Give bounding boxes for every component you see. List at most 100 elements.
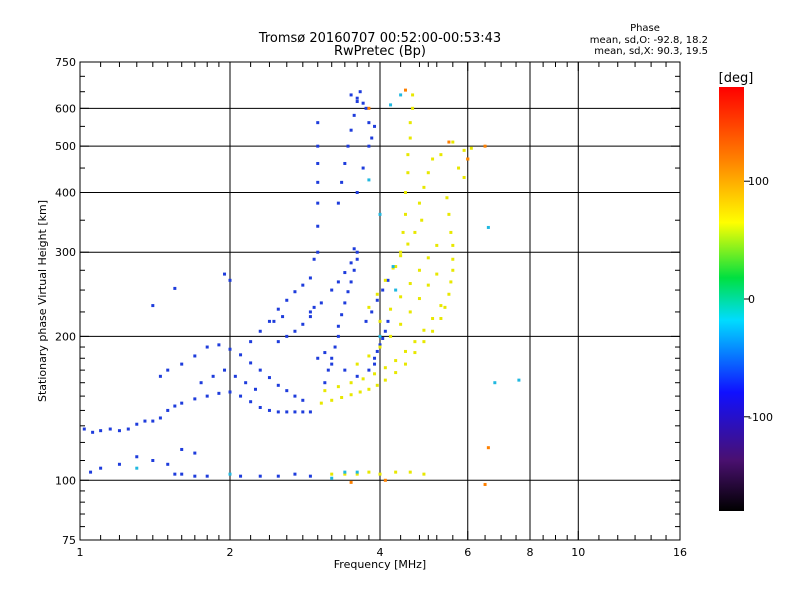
data-point	[301, 283, 305, 287]
data-point	[364, 106, 368, 110]
data-point	[349, 280, 353, 284]
data-point	[285, 298, 289, 302]
data-point	[355, 362, 359, 366]
data-point	[276, 307, 280, 311]
data-point	[451, 243, 455, 247]
data-point	[293, 394, 297, 398]
data-point	[316, 161, 320, 165]
y-tick-label: 300	[55, 246, 76, 259]
data-point	[435, 243, 439, 247]
data-point	[483, 144, 487, 148]
data-point	[361, 101, 365, 105]
data-point	[276, 474, 280, 478]
data-point	[399, 250, 403, 254]
data-point	[301, 410, 305, 414]
data-point	[217, 391, 221, 395]
data-point	[316, 201, 320, 205]
data-point	[135, 466, 139, 470]
data-point	[293, 410, 297, 414]
data-point	[451, 140, 455, 144]
data-point	[367, 121, 371, 125]
x-tick-label: 10	[571, 546, 585, 559]
data-point	[408, 282, 412, 286]
data-point	[361, 166, 365, 170]
data-point	[346, 290, 350, 294]
data-point	[383, 366, 387, 370]
colorbar-label: [deg]	[719, 71, 754, 86]
data-point	[151, 304, 155, 308]
data-point	[316, 356, 320, 360]
data-point	[399, 295, 403, 299]
data-point	[316, 180, 320, 184]
data-point	[308, 310, 312, 314]
data-point	[445, 196, 449, 200]
data-point	[403, 362, 407, 366]
data-point	[285, 334, 289, 338]
data-point	[253, 387, 257, 391]
data-point	[319, 401, 323, 405]
data-point	[378, 343, 382, 347]
data-point	[422, 472, 426, 476]
data-point	[166, 368, 170, 372]
data-point	[193, 397, 197, 401]
data-point	[349, 393, 353, 397]
data-point	[308, 315, 312, 319]
data-point	[330, 476, 334, 480]
data-point	[447, 292, 451, 296]
data-point	[386, 319, 390, 323]
data-point	[239, 394, 243, 398]
data-point	[378, 319, 382, 323]
data-point	[439, 316, 443, 320]
data-point	[211, 374, 215, 378]
data-point	[389, 307, 393, 311]
data-point	[361, 377, 365, 381]
data-point	[108, 427, 112, 431]
data-point	[285, 389, 289, 393]
data-point	[223, 272, 227, 276]
x-tick-labels: 1 2 4 6 8 10 16	[77, 546, 688, 559]
data-point	[355, 374, 359, 378]
data-point	[193, 354, 197, 358]
data-point	[383, 278, 387, 282]
y-tick-label: 400	[55, 186, 76, 199]
data-point	[343, 368, 347, 372]
data-point	[151, 419, 155, 423]
data-point	[340, 180, 344, 184]
data-point	[258, 474, 262, 478]
data-point	[330, 356, 334, 360]
data-point	[82, 427, 86, 431]
data-point	[466, 157, 470, 161]
data-point	[408, 470, 412, 474]
data-point	[439, 153, 443, 157]
data-point	[469, 146, 473, 150]
data-point	[99, 466, 103, 470]
data-point	[373, 372, 377, 376]
data-point	[408, 121, 412, 125]
data-point	[367, 178, 371, 182]
phase-header: Phase	[630, 23, 660, 34]
data-point	[258, 405, 262, 409]
colorbar	[719, 87, 744, 511]
data-point	[239, 474, 243, 478]
data-point	[89, 470, 93, 474]
data-point	[417, 297, 421, 301]
data-point	[336, 334, 340, 338]
data-point	[293, 290, 297, 294]
data-point	[367, 144, 371, 148]
data-point	[358, 390, 362, 394]
data-point	[406, 153, 410, 157]
data-point	[383, 329, 387, 333]
data-point	[199, 381, 203, 385]
data-point	[281, 315, 285, 319]
data-point	[346, 144, 350, 148]
data-point	[330, 288, 334, 292]
data-point	[370, 136, 374, 140]
data-point	[323, 381, 327, 385]
data-point	[316, 250, 320, 254]
data-point	[158, 416, 162, 420]
data-point	[399, 93, 403, 97]
x-tick-label: 1	[77, 546, 84, 559]
data-point	[349, 128, 353, 132]
data-point	[323, 389, 327, 393]
colorbar-tick-label: 100	[748, 175, 769, 188]
